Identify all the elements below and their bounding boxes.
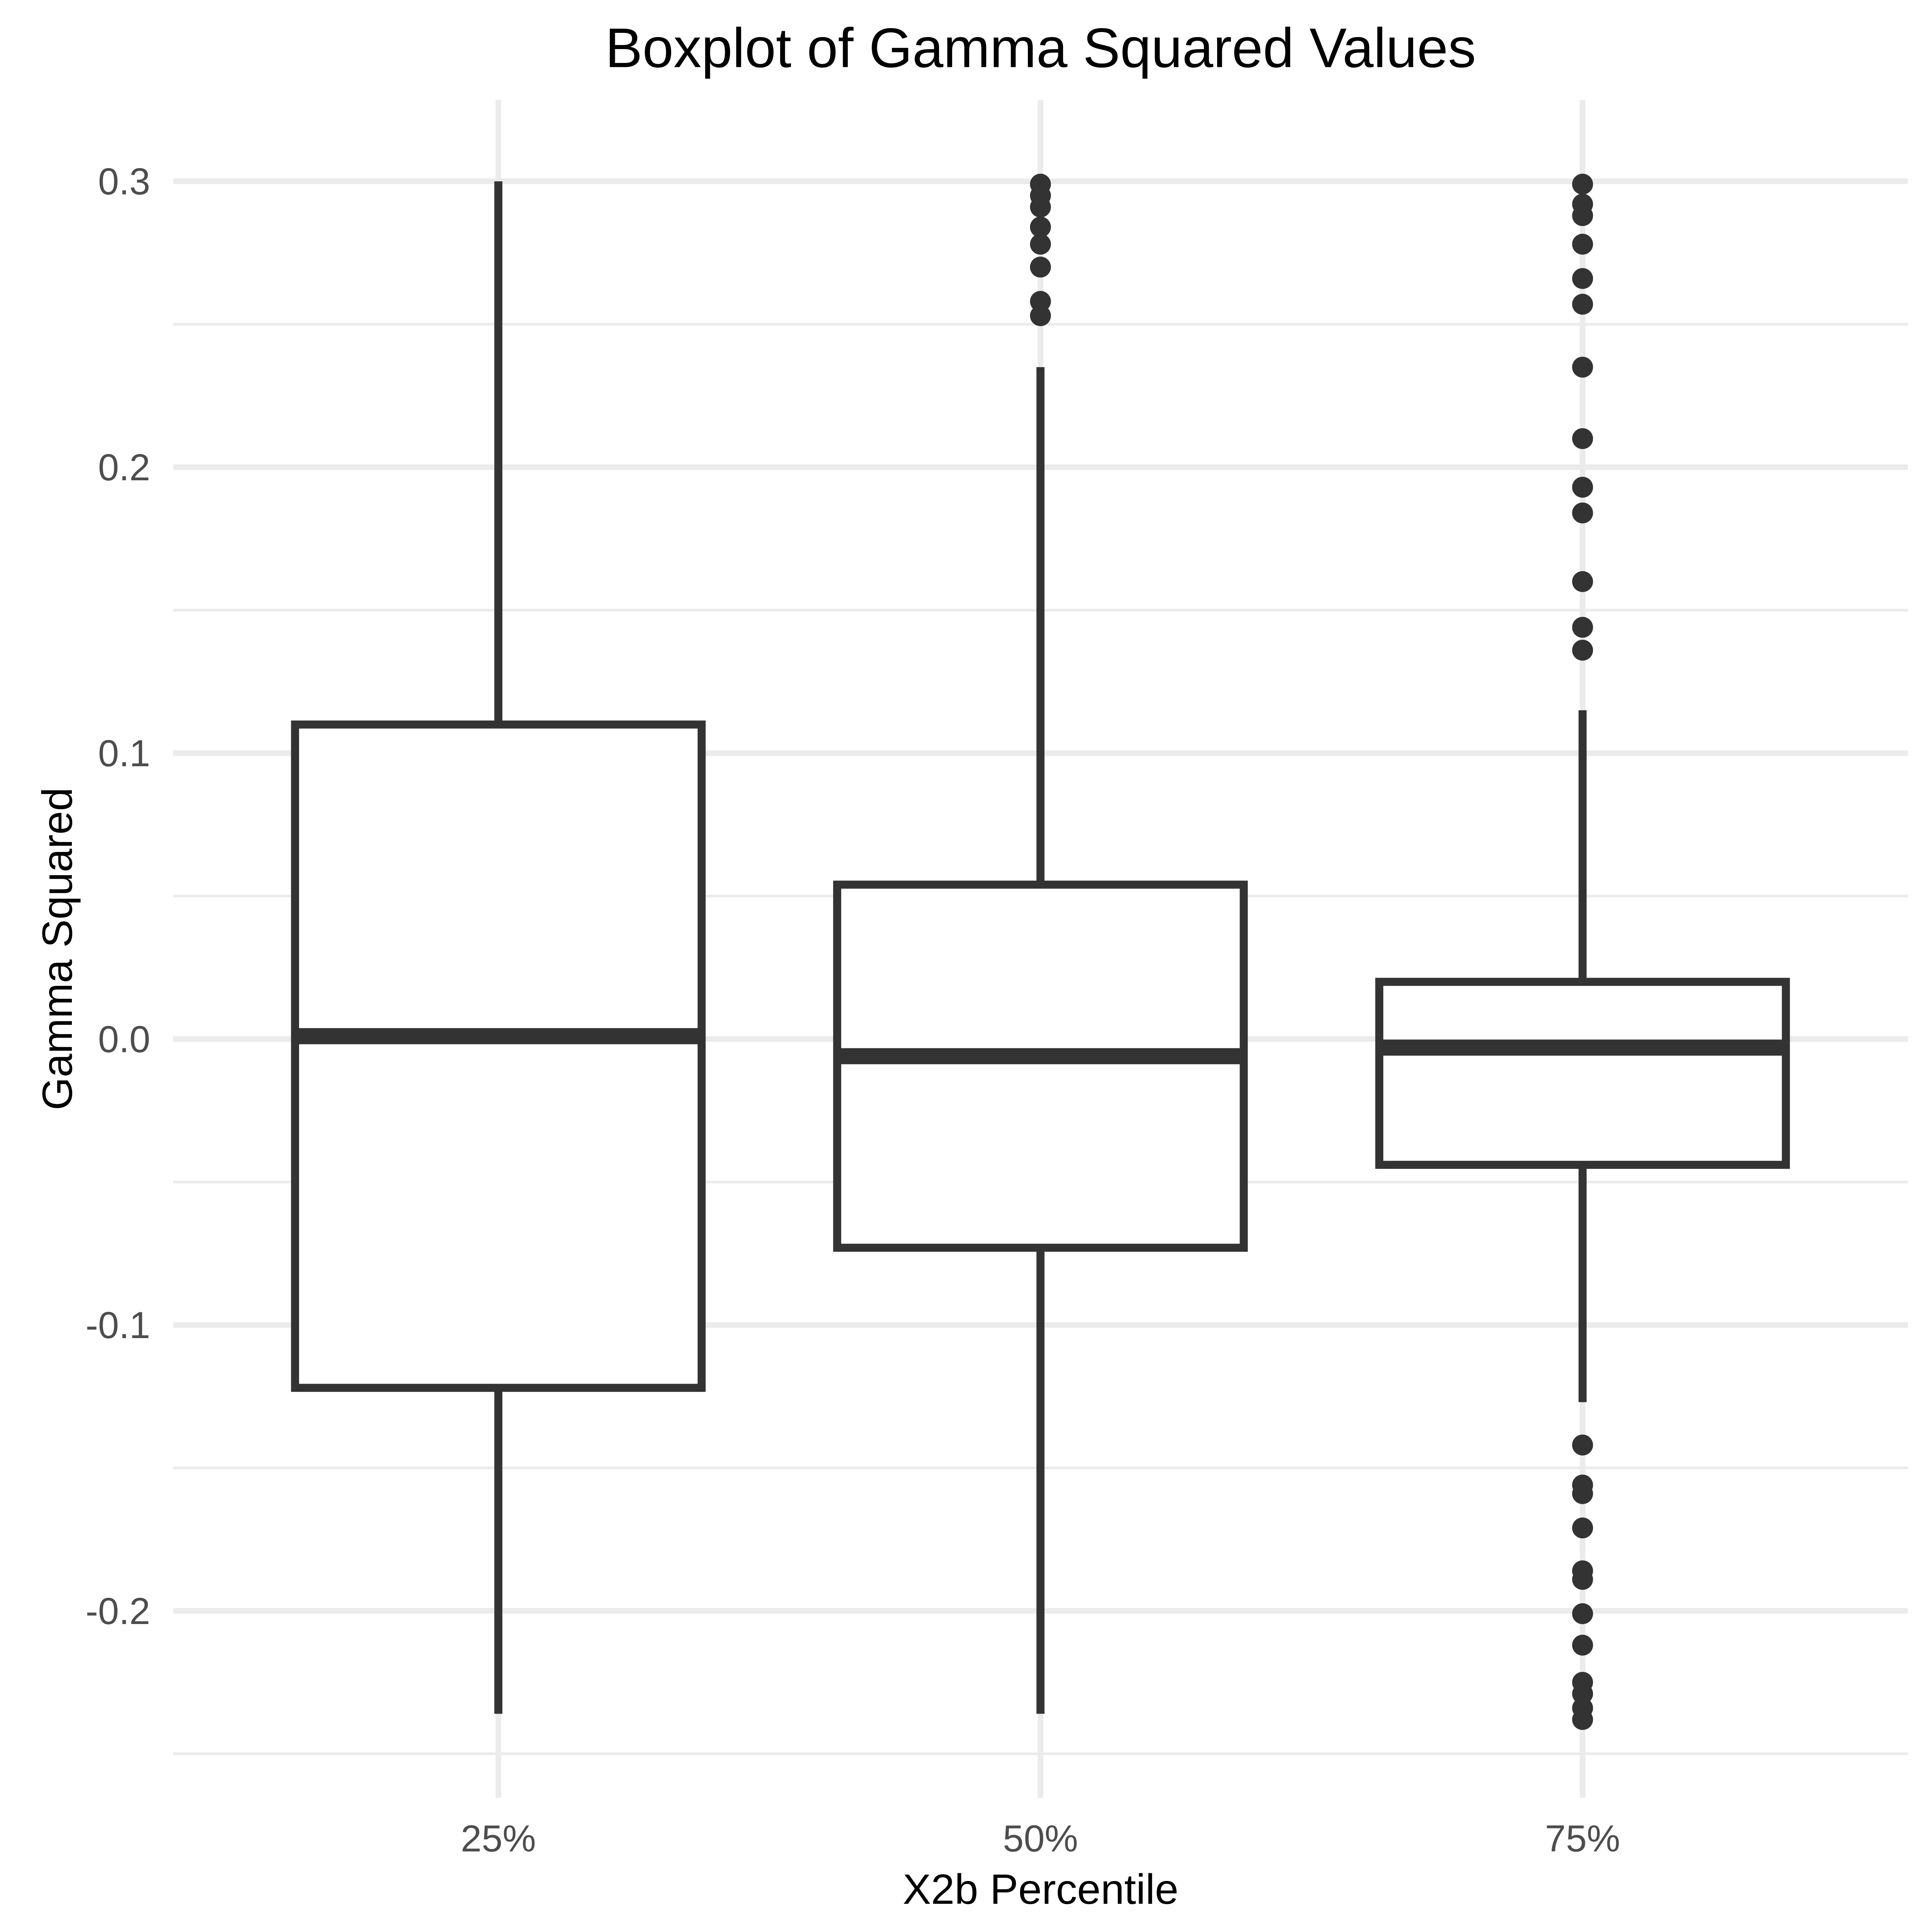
outlier-point (1030, 196, 1051, 218)
iqr-box (291, 720, 706, 1392)
outlier-point (1572, 639, 1593, 661)
outlier-point (1572, 476, 1593, 498)
outlier-point (1572, 1434, 1593, 1456)
y-tick-label: 0.2 (98, 446, 150, 488)
y-axis-title: Gamma Squared (34, 787, 81, 1110)
x-axis-title: X2b Percentile (903, 1866, 1179, 1913)
outlier-point (1572, 428, 1593, 449)
outlier-point (1572, 1634, 1593, 1656)
outlier-point (1572, 1517, 1593, 1539)
outlier-point (1572, 571, 1593, 592)
boxplot-50% (833, 173, 1248, 1714)
y-tick-label: 0.3 (98, 160, 150, 202)
y-tick-label: -0.2 (85, 1590, 150, 1632)
x-tick-label: 25% (461, 1818, 536, 1860)
outlier-point (1572, 173, 1593, 195)
x-tick-label: 75% (1545, 1818, 1620, 1860)
outlier-point (1572, 1569, 1593, 1590)
outlier-point (1030, 233, 1051, 255)
boxplot-25% (291, 181, 706, 1714)
chart-title: Boxplot of Gamma Squared Values (605, 17, 1476, 79)
outlier-point (1572, 1683, 1593, 1704)
outlier-point (1030, 305, 1051, 327)
outlier-point (1572, 1709, 1593, 1730)
outlier-point (1572, 205, 1593, 226)
outlier-point (1030, 216, 1051, 238)
y-tick-label: 0.1 (98, 732, 150, 774)
outlier-point (1572, 294, 1593, 315)
boxplots (291, 173, 1790, 1730)
iqr-box (833, 881, 1248, 1252)
outlier-point (1572, 1483, 1593, 1504)
outlier-point (1572, 502, 1593, 524)
y-axis-tick-labels: 0.3 0.2 0.1 0.0 -0.1 -0.2 (85, 160, 150, 1632)
y-tick-label: 0.0 (98, 1018, 150, 1060)
outlier-point (1572, 233, 1593, 255)
outlier-point (1572, 617, 1593, 638)
outlier-point (1572, 357, 1593, 378)
outlier-point (1030, 257, 1051, 278)
y-tick-label: -0.1 (85, 1304, 150, 1346)
iqr-box (1375, 978, 1790, 1169)
x-tick-label: 50% (1003, 1818, 1078, 1860)
x-axis-tick-labels: 25% 50% 75% (461, 1818, 1620, 1860)
boxplot-75% (1375, 173, 1790, 1730)
outlier-point (1572, 268, 1593, 289)
outlier-point (1572, 1603, 1593, 1624)
